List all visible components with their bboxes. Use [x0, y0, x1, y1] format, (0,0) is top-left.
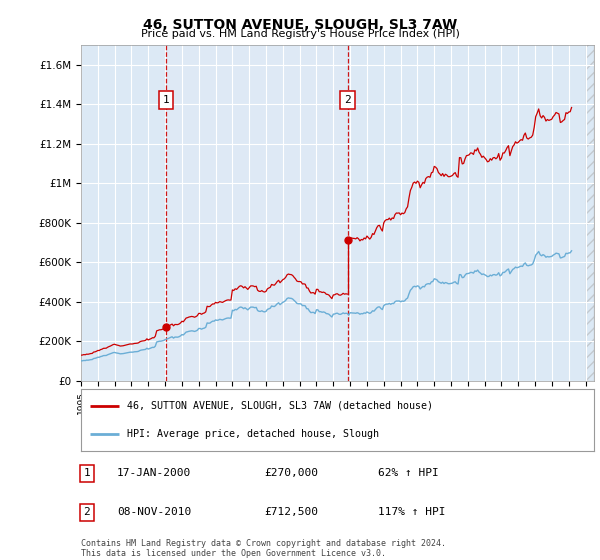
Text: 46, SUTTON AVENUE, SLOUGH, SL3 7AW: 46, SUTTON AVENUE, SLOUGH, SL3 7AW: [143, 18, 457, 32]
Text: 1: 1: [163, 95, 169, 105]
Text: 1: 1: [83, 468, 91, 478]
Bar: [166, 45, 347, 381]
Text: 17-JAN-2000: 17-JAN-2000: [117, 468, 191, 478]
Text: HPI: Average price, detached house, Slough: HPI: Average price, detached house, Slou…: [127, 429, 379, 439]
Text: 117% ↑ HPI: 117% ↑ HPI: [378, 507, 445, 517]
Bar: [586, 45, 594, 381]
Text: £270,000: £270,000: [264, 468, 318, 478]
Text: 62% ↑ HPI: 62% ↑ HPI: [378, 468, 439, 478]
Text: £712,500: £712,500: [264, 507, 318, 517]
Text: 2: 2: [83, 507, 91, 517]
Text: Contains HM Land Registry data © Crown copyright and database right 2024.
This d: Contains HM Land Registry data © Crown c…: [81, 539, 446, 558]
Text: 2: 2: [344, 95, 351, 105]
Text: 46, SUTTON AVENUE, SLOUGH, SL3 7AW (detached house): 46, SUTTON AVENUE, SLOUGH, SL3 7AW (deta…: [127, 401, 433, 411]
Text: Price paid vs. HM Land Registry's House Price Index (HPI): Price paid vs. HM Land Registry's House …: [140, 29, 460, 39]
Text: 08-NOV-2010: 08-NOV-2010: [117, 507, 191, 517]
